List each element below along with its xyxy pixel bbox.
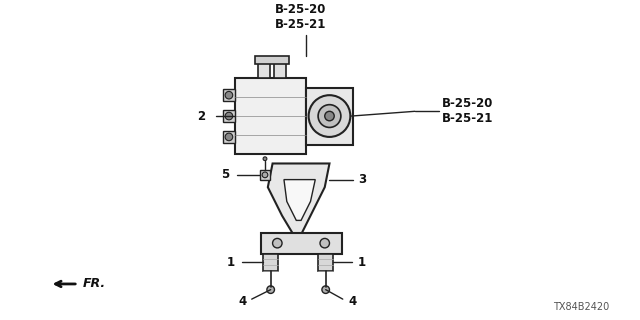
Circle shape	[267, 286, 275, 293]
Polygon shape	[268, 164, 330, 235]
Text: 1: 1	[227, 256, 235, 268]
Circle shape	[322, 286, 330, 293]
Circle shape	[225, 92, 233, 99]
Text: 5: 5	[221, 168, 229, 181]
Text: 2: 2	[197, 109, 205, 123]
Circle shape	[308, 95, 350, 137]
Circle shape	[225, 112, 233, 120]
Text: B-25-20
B-25-21: B-25-20 B-25-21	[275, 3, 326, 31]
Bar	[263, 253, 278, 271]
Bar	[235, 78, 306, 154]
Bar	[306, 88, 353, 145]
Text: 4: 4	[348, 294, 356, 308]
Bar	[223, 110, 235, 122]
Bar	[223, 90, 235, 101]
Circle shape	[225, 133, 233, 141]
Circle shape	[273, 238, 282, 248]
Bar	[318, 253, 333, 271]
Circle shape	[320, 238, 330, 248]
Bar	[255, 56, 289, 64]
Bar	[275, 61, 286, 78]
Circle shape	[324, 111, 334, 121]
Bar	[223, 131, 235, 143]
Circle shape	[318, 105, 341, 127]
Text: TX84B2420: TX84B2420	[553, 302, 609, 312]
Circle shape	[263, 157, 267, 161]
Bar	[261, 233, 342, 253]
Text: 4: 4	[238, 294, 246, 308]
Text: 3: 3	[358, 173, 366, 186]
Bar	[260, 170, 269, 180]
Text: B-25-20
B-25-21: B-25-20 B-25-21	[442, 97, 493, 125]
Bar	[259, 61, 269, 78]
Text: 1: 1	[358, 256, 366, 268]
Text: FR.: FR.	[83, 277, 106, 291]
Polygon shape	[284, 180, 316, 220]
Circle shape	[262, 172, 268, 178]
